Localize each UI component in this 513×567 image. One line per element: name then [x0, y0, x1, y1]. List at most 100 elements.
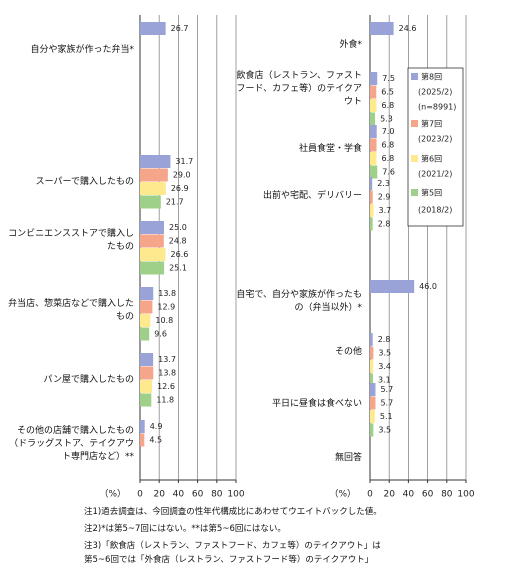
value-label: 13.8	[158, 289, 176, 298]
value-label: 12.6	[157, 382, 175, 391]
bar	[370, 410, 375, 423]
legend-label: (n=8991)	[418, 103, 456, 112]
bar	[140, 234, 164, 248]
bar	[140, 420, 145, 433]
value-label: 2.8	[378, 335, 391, 344]
category-label: スーパーで購入したもの	[35, 177, 134, 187]
note: 注3)「飲食店（レストラン、ファストフード、カフェ等）のテイクアウト」は	[84, 541, 381, 551]
category-label: 社員食堂・学食	[298, 144, 362, 154]
value-label: 25.1	[169, 264, 187, 273]
bar	[370, 85, 377, 99]
category-label: 自分や家族が作った弁当*	[30, 45, 134, 55]
value-label: 7.5	[382, 74, 395, 83]
x-tick-label: 0	[367, 490, 373, 500]
value-label: 10.8	[155, 316, 173, 325]
x-tick-label: 40	[173, 490, 185, 500]
legend-swatch	[411, 120, 418, 127]
bar	[140, 261, 165, 275]
value-label: 13.8	[158, 369, 176, 378]
value-label: 21.7	[166, 198, 184, 207]
bar	[140, 22, 166, 35]
bar	[370, 99, 377, 112]
legend-label: (2021/2)	[418, 170, 452, 179]
bar	[140, 380, 153, 393]
bar	[370, 333, 373, 346]
value-label: 6.8	[382, 154, 395, 163]
bar	[370, 360, 374, 373]
value-label: 6.5	[381, 88, 394, 97]
value-label: 5.7	[380, 385, 393, 394]
value-label: 26.6	[171, 250, 189, 259]
value-label: 25.0	[169, 223, 187, 232]
value-label: 2.8	[378, 220, 391, 229]
x-tick-label: 20	[153, 490, 165, 500]
x-tick-label: 40	[403, 490, 415, 500]
value-label: 26.7	[171, 24, 189, 33]
category-label: 平日に昼食は食べない	[271, 399, 362, 409]
bar	[370, 396, 376, 410]
category-label: その他の店舗で購入したもの（ドラッグストア、テイクアウト専門店など）**	[9, 426, 134, 462]
bar	[370, 125, 377, 138]
bar	[140, 300, 153, 314]
value-label: 2.3	[377, 179, 390, 188]
value-label: 24.6	[399, 24, 417, 33]
value-label: 5.7	[380, 399, 393, 408]
x-axis-label: （%）	[99, 489, 126, 500]
bar	[370, 165, 378, 179]
legend-label: (2025/2)	[418, 88, 452, 97]
value-label: 7.6	[382, 168, 395, 177]
bar	[140, 195, 161, 209]
x-tick-label: 60	[192, 490, 204, 500]
bar	[370, 112, 376, 126]
x-tick-label: 20	[383, 490, 395, 500]
legend-label: (2023/2)	[418, 135, 452, 144]
category-label: 外食*	[339, 40, 362, 50]
value-label: 46.0	[419, 282, 437, 291]
category-label: 飲食店（レストラン、ファストフード、カフェ等）のテイクアウト	[236, 71, 362, 107]
value-label: 31.7	[175, 157, 193, 166]
value-label: 24.8	[169, 237, 187, 246]
x-tick-label: 100	[457, 490, 474, 500]
bar	[140, 221, 164, 234]
note: 注2)*は第5~7回にはない。**は第5~6回にはない。	[84, 524, 286, 534]
note: 第5~6回では「外食店（レストラン、ファストフード等）のテイクアウト」	[84, 555, 374, 565]
bar	[370, 217, 373, 231]
category-label: 無回答	[334, 453, 362, 463]
legend-label: (2018/2)	[418, 206, 452, 215]
x-tick-label: 0	[137, 490, 143, 500]
value-label: 13.7	[158, 355, 176, 364]
value-label: 6.8	[382, 101, 395, 110]
category-label: パン屋で購入したもの	[43, 375, 134, 385]
bar	[370, 204, 374, 217]
category-label: コンビニエンスストアで購入したもの	[8, 229, 134, 252]
value-label: 9.6	[154, 330, 167, 339]
x-axis-label: （%）	[329, 489, 356, 500]
category-label: 弁当店、惣菜店などで購入したもの	[8, 299, 134, 322]
value-label: 4.5	[149, 436, 162, 445]
bar	[370, 280, 415, 293]
value-label: 29.0	[173, 171, 191, 180]
legend-swatch	[411, 73, 418, 80]
x-tick-label: 80	[211, 490, 223, 500]
bar	[370, 373, 373, 387]
value-label: 3.5	[378, 349, 391, 358]
bar	[140, 366, 154, 380]
legend-swatch	[411, 189, 418, 196]
bar	[140, 248, 166, 261]
category-label: 出前や宅配、デリバリー	[262, 191, 362, 201]
bar	[370, 346, 374, 360]
value-label: 3.5	[378, 426, 391, 435]
legend-label: 第5回	[421, 188, 442, 198]
legend-label: 第6回	[421, 154, 442, 164]
bar	[370, 152, 377, 165]
value-label: 12.9	[157, 303, 175, 312]
value-label: 3.1	[378, 376, 391, 385]
value-label: 26.9	[171, 184, 189, 193]
x-tick-label: 100	[227, 490, 244, 500]
bar	[140, 353, 154, 366]
value-label: 7.0	[382, 127, 395, 136]
value-label: 11.8	[156, 396, 174, 405]
bar	[140, 314, 151, 327]
bar	[370, 383, 376, 396]
